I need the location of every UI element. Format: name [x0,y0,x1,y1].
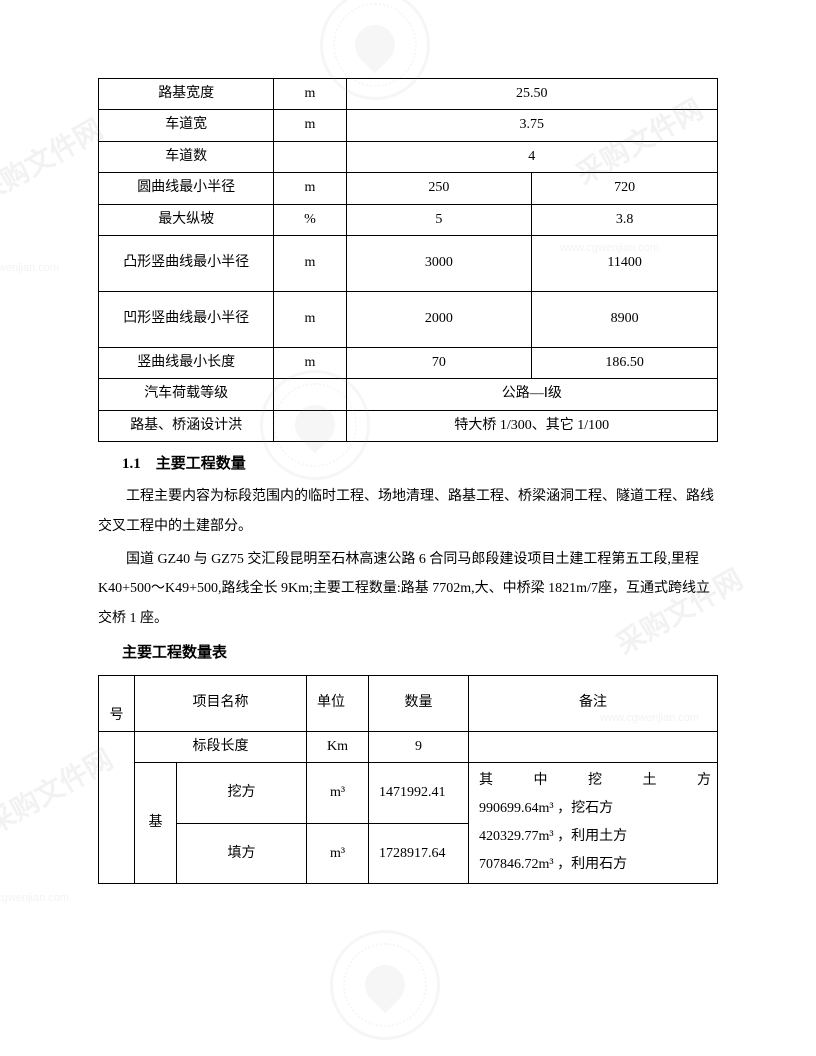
heading-number: 1.1 [122,456,141,472]
param-name: 圆曲线最小半径 [99,173,274,204]
quantities-table: 号 项目名称 单位 数量 备注 标段长度 Km 9 基 挖方 m³ 147199… [98,675,718,884]
param-unit: m [274,110,346,141]
param-value-a: 2000 [346,291,532,347]
param-name: 凸形竖曲线最小半径 [99,235,274,291]
t2-row-name: 挖方 [177,763,307,824]
t2-row-unit: m³ [307,823,369,884]
param-unit: m [274,79,346,110]
param-unit [274,379,346,410]
param-value: 公路—Ⅰ级 [346,379,717,410]
t2-row-qty: 1728917.64 [369,823,469,884]
t2-header-note: 备注 [469,676,718,732]
t2-seq-cell [99,732,135,884]
param-name: 竖曲线最小长度 [99,347,274,378]
t2-row-name: 标段长度 [135,732,307,763]
param-name: 最大纵坡 [99,204,274,235]
t2-header-seq: 号 [99,676,135,732]
t2-category: 基 [135,763,177,884]
param-value: 3.75 [346,110,717,141]
param-value-b: 11400 [532,235,718,291]
param-value-b: 3.8 [532,204,718,235]
t2-row-qty: 1471992.41 [369,763,469,824]
param-name: 凹形竖曲线最小半径 [99,291,274,347]
param-value: 25.50 [346,79,717,110]
param-value: 4 [346,141,717,172]
param-value-a: 5 [346,204,532,235]
param-value-a: 250 [346,173,532,204]
param-value-b: 8900 [532,291,718,347]
param-value-a: 70 [346,347,532,378]
table2-title: 主要工程数量表 [122,641,718,665]
param-name: 车道宽 [99,110,274,141]
param-value: 特大桥 1/300、其它 1/100 [346,410,717,441]
param-unit: m [274,235,346,291]
param-unit: m [274,347,346,378]
param-unit [274,141,346,172]
t2-row-name: 填方 [177,823,307,884]
param-unit: m [274,291,346,347]
param-name: 汽车荷载等级 [99,379,274,410]
t2-row-qty: 9 [369,732,469,763]
param-value-b: 720 [532,173,718,204]
param-value-a: 3000 [346,235,532,291]
t2-row-note [469,732,718,763]
t2-header-unit: 单位 [307,676,369,732]
t2-header-name: 项目名称 [135,676,307,732]
param-value-b: 186.50 [532,347,718,378]
t2-row-note: 其中挖土方 990699.64m³ ，挖石方 420329.77m³ ，利用土方… [469,763,718,884]
param-unit: m [274,173,346,204]
heading-text: 主要工程数量 [156,456,246,472]
param-name: 车道数 [99,141,274,172]
t2-row-unit: m³ [307,763,369,824]
paragraph-1: 工程主要内容为标段范围内的临时工程、场地清理、路基工程、桥梁涵洞工程、隧道工程、… [98,482,718,541]
param-unit: % [274,204,346,235]
t2-row-unit: Km [307,732,369,763]
section-heading-1-1: 1.1 主要工程数量 [122,452,718,476]
param-name: 路基宽度 [99,79,274,110]
param-unit [274,410,346,441]
param-name: 路基、桥涵设计洪 [99,410,274,441]
parameters-table: 路基宽度m25.50车道宽m3.75车道数4圆曲线最小半径m250720最大纵坡… [98,78,718,442]
t2-header-qty: 数量 [369,676,469,732]
paragraph-2: 国道 GZ40 与 GZ75 交汇段昆明至石林高速公路 6 合同马郎段建设项目土… [98,545,718,633]
